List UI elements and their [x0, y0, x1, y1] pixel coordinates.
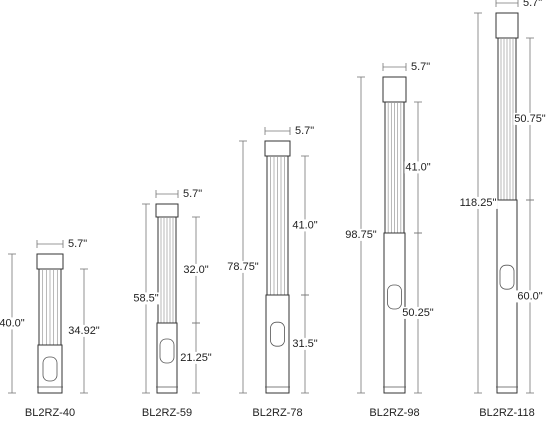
- width-label: 5.7": [183, 188, 202, 200]
- dimension-label: 118.25": [460, 197, 497, 209]
- product-name: BL2RZ-118: [479, 407, 534, 419]
- fixture-head: [495, 12, 519, 39]
- width-label: 5.7": [68, 238, 87, 250]
- width-label: 5.7": [411, 61, 430, 73]
- label-bg: [291, 337, 319, 350]
- fixture-base: [496, 199, 518, 394]
- dimension-label: 40.0": [0, 317, 25, 329]
- dimension-label: 60.0": [517, 290, 542, 302]
- access-panel: [270, 321, 285, 347]
- product-name: BL2RZ-59: [142, 407, 192, 419]
- dimension-label: 21.25": [180, 352, 212, 364]
- dimension-label: 41.0": [405, 161, 430, 173]
- dimension-label: 34.92": [68, 325, 100, 337]
- dimension-label: 41.0": [292, 219, 317, 231]
- product-name: BL2RZ-78: [252, 407, 302, 419]
- label-bg: [344, 228, 378, 241]
- label-bg: [182, 263, 210, 276]
- label-bg: [404, 161, 432, 174]
- label-bg: [458, 196, 498, 209]
- label-bg: [226, 260, 260, 273]
- fixture-head: [155, 203, 179, 218]
- dimension-label: 50.25": [402, 307, 434, 319]
- label-bg: [516, 290, 544, 303]
- width-label: 5.7": [295, 125, 314, 137]
- label-bg: [67, 324, 101, 337]
- dimension-label: 50.75": [514, 113, 546, 125]
- access-panel: [42, 356, 58, 382]
- fixture-base: [37, 344, 63, 394]
- fixture-head: [264, 140, 291, 157]
- dimension-label: 58.5": [133, 292, 158, 304]
- access-panel: [387, 284, 402, 310]
- product-name: BL2RZ-98: [369, 407, 419, 419]
- label-bg: [0, 317, 26, 330]
- label-bg: [179, 351, 213, 364]
- fixture-base: [265, 294, 290, 394]
- dimension-label: 78.75": [227, 261, 259, 273]
- dimension-label: 98.75": [345, 229, 377, 241]
- fixture-head: [36, 253, 64, 270]
- width-label: 5.7": [523, 0, 542, 9]
- dimension-label: 32.0": [183, 264, 208, 276]
- label-bg: [513, 112, 547, 125]
- label-bg: [291, 219, 319, 232]
- fixture-head: [382, 76, 407, 103]
- dimension-label: 31.5": [292, 338, 317, 350]
- access-panel: [499, 264, 515, 290]
- product-name: BL2RZ-40: [25, 407, 75, 419]
- label-bg: [132, 292, 160, 305]
- access-panel: [159, 338, 175, 364]
- label-bg: [401, 306, 435, 319]
